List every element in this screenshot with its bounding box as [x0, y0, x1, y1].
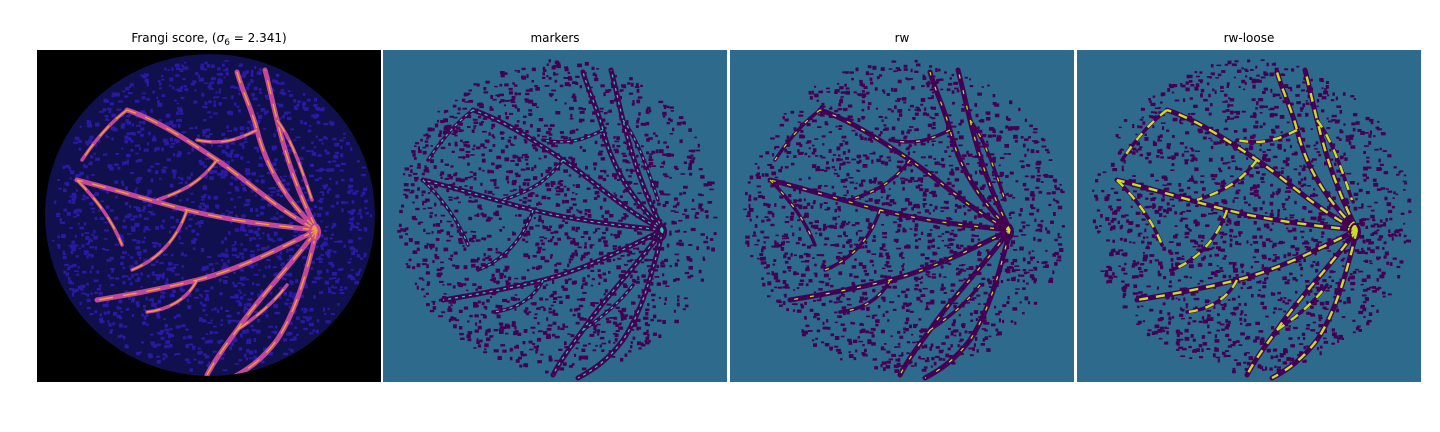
- panel-title-markers: markers: [383, 31, 727, 49]
- rw-image: [730, 50, 1074, 382]
- markers-image: [383, 50, 727, 382]
- panel-title-frangi: Frangi score, (σ6 = 2.341): [37, 31, 381, 49]
- panel-title-rw: rw: [730, 31, 1074, 49]
- frangi-score-image: [37, 50, 381, 382]
- rw-loose-image: [1077, 50, 1421, 382]
- panel-title-rw-loose: rw-loose: [1077, 31, 1421, 49]
